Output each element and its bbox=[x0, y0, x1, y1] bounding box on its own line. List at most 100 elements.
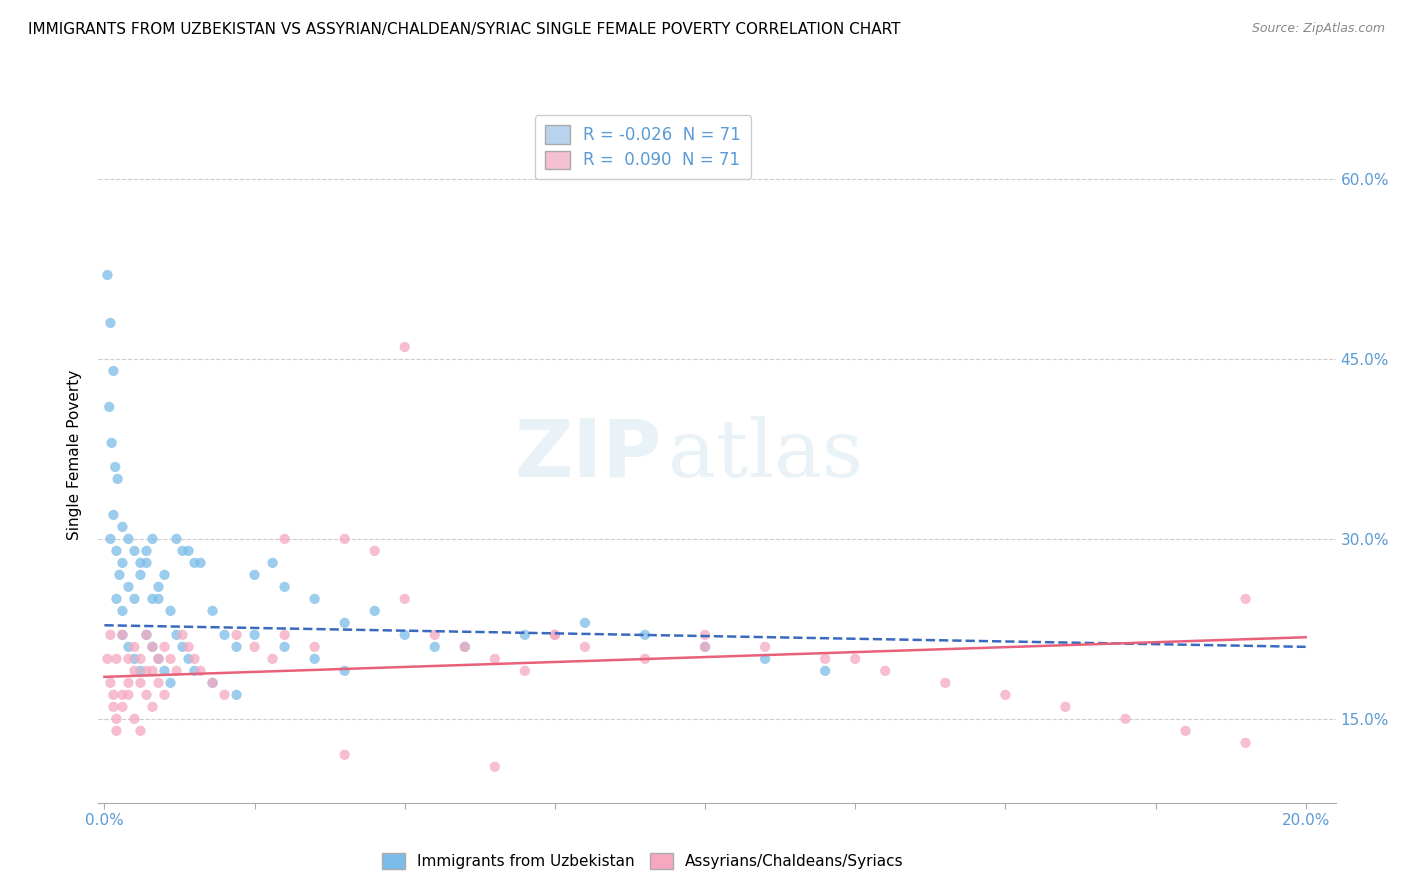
Point bbox=[100, 532, 122, 546]
Point bbox=[129, 652, 152, 666]
Point bbox=[177, 652, 200, 666]
Text: atlas: atlas bbox=[668, 416, 863, 494]
Point bbox=[166, 664, 188, 678]
Point bbox=[273, 640, 295, 654]
Text: Source: ZipAtlas.com: Source: ZipAtlas.com bbox=[1251, 22, 1385, 36]
Point bbox=[243, 628, 266, 642]
Point bbox=[103, 699, 125, 714]
Point bbox=[135, 628, 157, 642]
Point bbox=[364, 604, 387, 618]
Point bbox=[513, 664, 536, 678]
Point bbox=[96, 652, 118, 666]
Point bbox=[1114, 712, 1136, 726]
Point bbox=[124, 652, 146, 666]
Point bbox=[844, 652, 866, 666]
Point bbox=[304, 591, 326, 606]
Point bbox=[273, 628, 295, 642]
Point bbox=[172, 544, 194, 558]
Point bbox=[103, 508, 125, 522]
Point bbox=[177, 544, 200, 558]
Point bbox=[111, 688, 134, 702]
Point bbox=[105, 544, 128, 558]
Point bbox=[105, 723, 128, 738]
Point bbox=[273, 532, 295, 546]
Point bbox=[1054, 699, 1077, 714]
Point bbox=[100, 316, 122, 330]
Point bbox=[107, 472, 129, 486]
Point bbox=[243, 640, 266, 654]
Point bbox=[159, 652, 181, 666]
Point bbox=[183, 652, 205, 666]
Point bbox=[634, 652, 657, 666]
Point bbox=[129, 723, 152, 738]
Point bbox=[166, 628, 188, 642]
Point bbox=[875, 664, 897, 678]
Point bbox=[423, 628, 446, 642]
Point bbox=[98, 400, 121, 414]
Y-axis label: Single Female Poverty: Single Female Poverty bbox=[67, 370, 83, 540]
Point bbox=[124, 664, 146, 678]
Point bbox=[166, 532, 188, 546]
Text: ZIP: ZIP bbox=[515, 416, 661, 494]
Point bbox=[104, 459, 127, 474]
Point bbox=[544, 628, 567, 642]
Point bbox=[225, 640, 247, 654]
Point bbox=[159, 676, 181, 690]
Point bbox=[693, 640, 716, 654]
Point bbox=[513, 628, 536, 642]
Point bbox=[124, 544, 146, 558]
Point bbox=[262, 652, 284, 666]
Point bbox=[103, 364, 125, 378]
Point bbox=[105, 591, 128, 606]
Point bbox=[333, 747, 356, 762]
Point bbox=[454, 640, 477, 654]
Point bbox=[934, 676, 956, 690]
Point bbox=[148, 580, 170, 594]
Point bbox=[423, 640, 446, 654]
Point bbox=[117, 580, 139, 594]
Point bbox=[135, 688, 157, 702]
Point bbox=[141, 532, 163, 546]
Text: IMMIGRANTS FROM UZBEKISTAN VS ASSYRIAN/CHALDEAN/SYRIAC SINGLE FEMALE POVERTY COR: IMMIGRANTS FROM UZBEKISTAN VS ASSYRIAN/C… bbox=[28, 22, 901, 37]
Point bbox=[141, 699, 163, 714]
Point bbox=[201, 604, 224, 618]
Point bbox=[153, 567, 176, 582]
Point bbox=[484, 760, 506, 774]
Point bbox=[148, 676, 170, 690]
Point bbox=[105, 712, 128, 726]
Point bbox=[394, 340, 416, 354]
Point bbox=[172, 640, 194, 654]
Point bbox=[111, 699, 134, 714]
Point bbox=[754, 640, 776, 654]
Point bbox=[153, 688, 176, 702]
Point bbox=[634, 628, 657, 642]
Point bbox=[135, 544, 157, 558]
Point bbox=[124, 712, 146, 726]
Point bbox=[454, 640, 477, 654]
Point bbox=[129, 676, 152, 690]
Point bbox=[141, 640, 163, 654]
Point bbox=[111, 604, 134, 618]
Point bbox=[100, 676, 122, 690]
Point bbox=[100, 628, 122, 642]
Point bbox=[214, 628, 236, 642]
Point bbox=[262, 556, 284, 570]
Point bbox=[124, 591, 146, 606]
Point bbox=[96, 268, 118, 282]
Point bbox=[103, 688, 125, 702]
Point bbox=[243, 567, 266, 582]
Point bbox=[574, 640, 596, 654]
Point bbox=[814, 664, 837, 678]
Point bbox=[1234, 591, 1257, 606]
Point bbox=[190, 664, 212, 678]
Point bbox=[273, 580, 295, 594]
Point bbox=[394, 628, 416, 642]
Point bbox=[183, 556, 205, 570]
Point bbox=[225, 628, 247, 642]
Point bbox=[201, 676, 224, 690]
Point bbox=[148, 652, 170, 666]
Point bbox=[117, 640, 139, 654]
Point bbox=[117, 532, 139, 546]
Point bbox=[100, 436, 122, 450]
Point bbox=[225, 688, 247, 702]
